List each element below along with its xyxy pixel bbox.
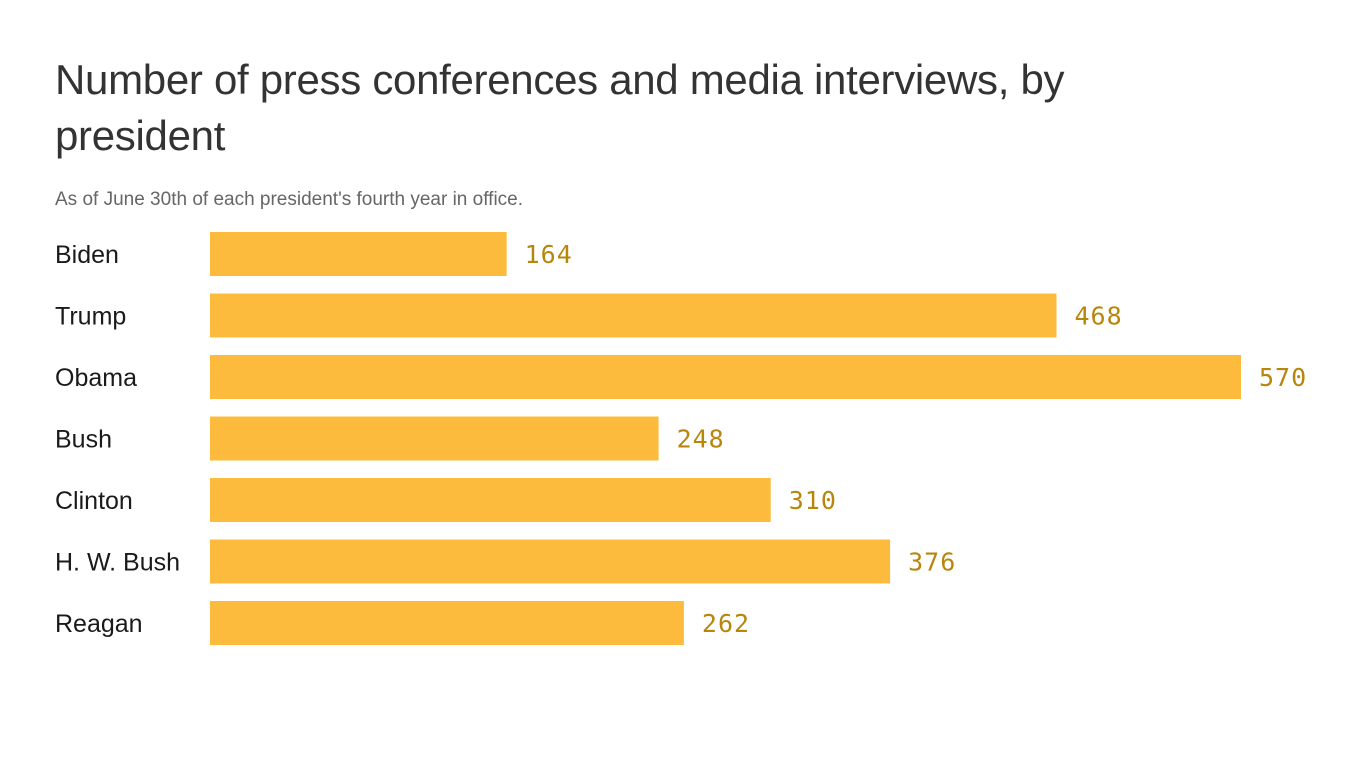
- value-label-reagan: 262: [702, 609, 750, 638]
- category-label-bush: Bush: [55, 426, 112, 454]
- value-label-h-w-bush: 376: [908, 548, 956, 577]
- chart-subtitle: As of June 30th of each president's four…: [55, 189, 524, 210]
- value-label-biden: 164: [525, 240, 573, 269]
- value-label-clinton: 310: [789, 486, 837, 515]
- category-label-reagan: Reagan: [55, 610, 143, 638]
- category-label-biden: Biden: [55, 241, 119, 269]
- bar-reagan: [210, 601, 684, 645]
- category-label-h-w-bush: H. W. Bush: [55, 549, 180, 577]
- value-label-trump: 468: [1075, 302, 1123, 331]
- category-label-clinton: Clinton: [55, 487, 133, 515]
- bars-group: Biden 164 Trump 468 Obama 570 Bush 248 Clinton 31…: [55, 232, 1307, 645]
- category-label-obama: Obama: [55, 364, 137, 392]
- bar-clinton: [210, 478, 771, 522]
- bar-biden: [210, 232, 507, 276]
- bar-trump: [210, 293, 1057, 338]
- value-label-bush: 248: [677, 425, 725, 454]
- category-label-trump: Trump: [55, 303, 126, 331]
- value-label-obama: 570: [1259, 363, 1307, 392]
- bar-h-w-bush: [210, 539, 891, 584]
- bar-obama: [210, 355, 1241, 399]
- bar-bush: [210, 416, 659, 461]
- chart-title: Number of press conferences and media in…: [55, 56, 1065, 159]
